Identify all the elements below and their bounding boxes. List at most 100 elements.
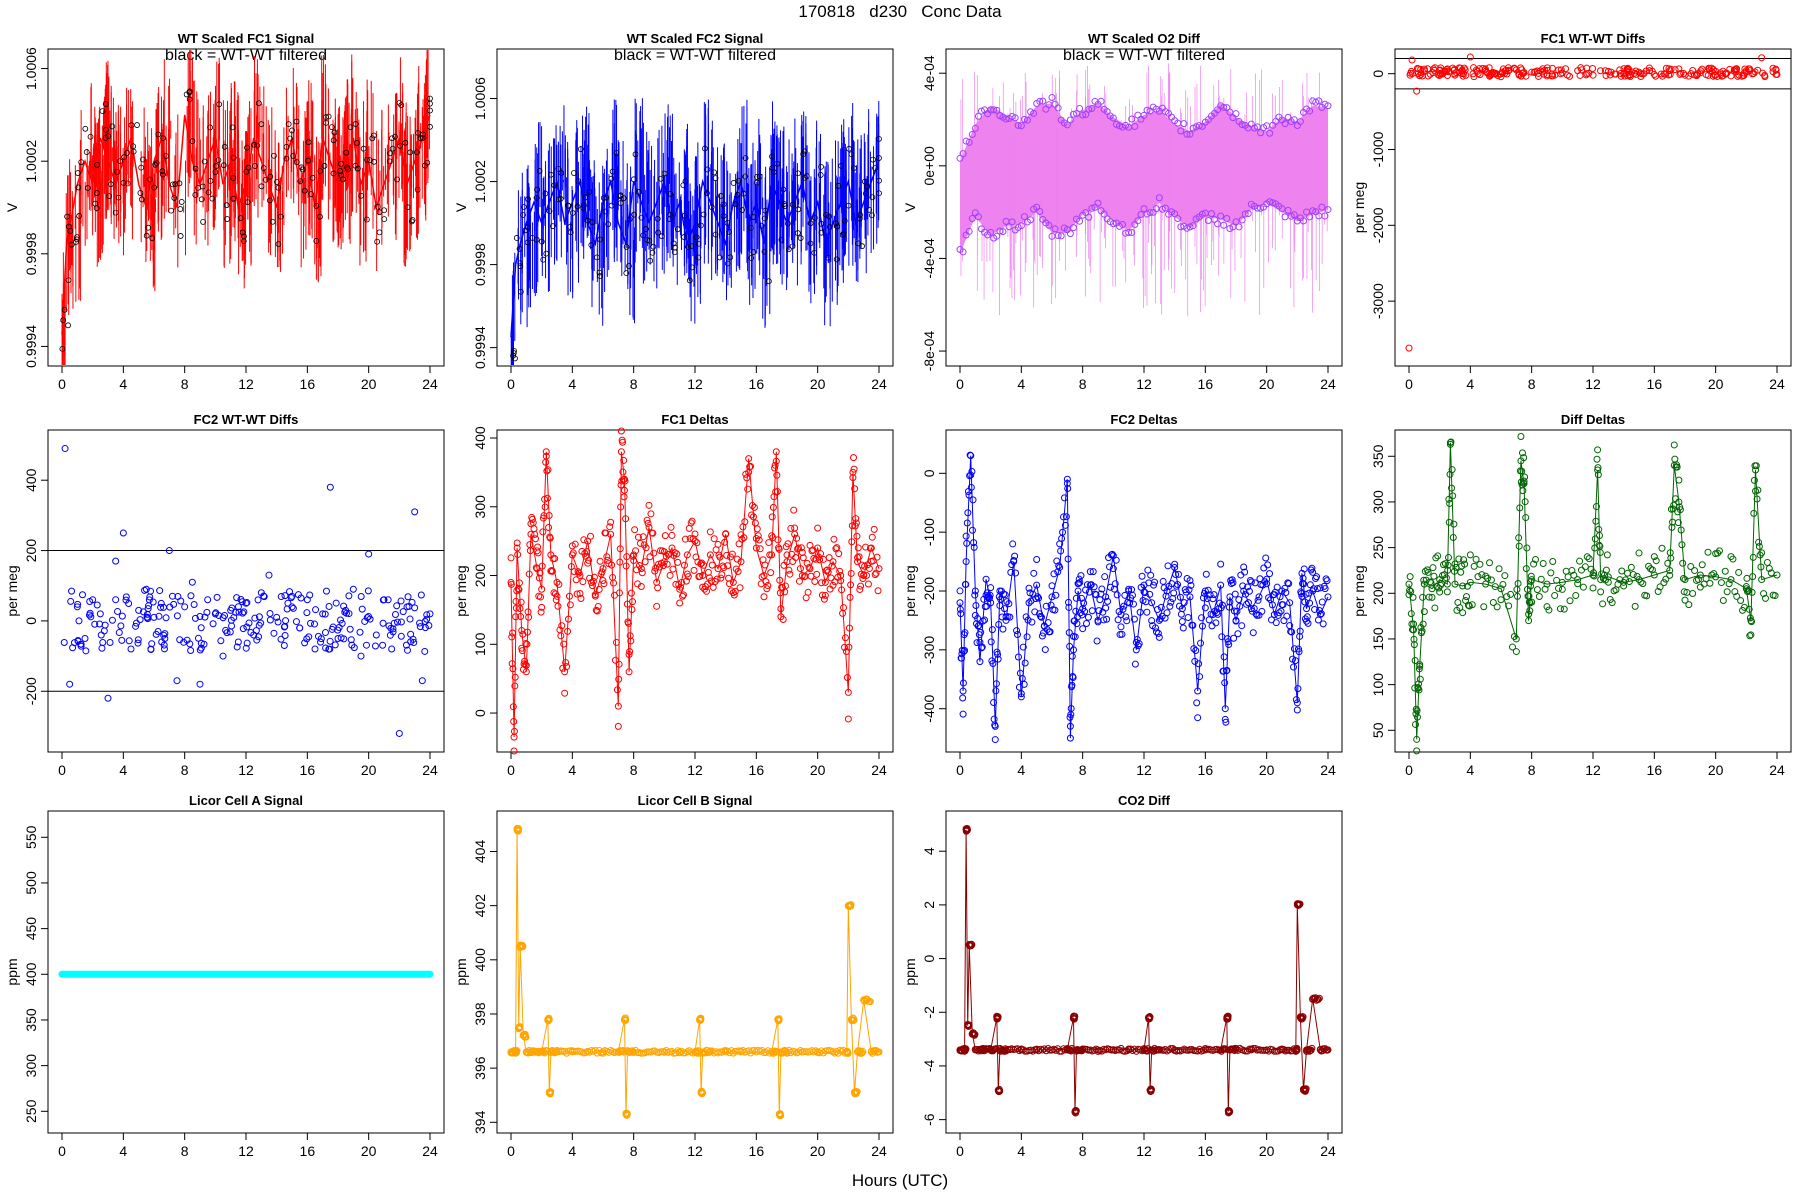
series-point [1689, 590, 1697, 598]
filtered-point [230, 154, 237, 161]
x-tick-label: 12 [687, 376, 703, 392]
upper-point [1290, 116, 1298, 124]
filtered-point [802, 174, 808, 181]
x-tick-label: 0 [58, 376, 66, 392]
lower-point [1036, 207, 1044, 215]
plot-frame [1394, 48, 1792, 367]
series-point [1178, 618, 1186, 626]
filtered-point [748, 224, 754, 231]
filtered-point [605, 221, 612, 228]
series-point [767, 569, 775, 577]
scatter-point [1761, 71, 1769, 79]
series-point [1457, 568, 1465, 576]
filtered-point [215, 157, 222, 164]
series-point [1551, 592, 1559, 600]
series-point [736, 584, 744, 592]
series-point [1436, 588, 1444, 596]
lower-point [1217, 212, 1225, 220]
series-point [726, 580, 733, 588]
y-tick-label: 100 [1370, 673, 1386, 697]
lower-point [1198, 210, 1206, 218]
filtered-point [93, 190, 100, 196]
series-point [1495, 565, 1503, 573]
filtered-point [244, 199, 251, 206]
filtered-point [112, 209, 119, 216]
series-point [1431, 604, 1439, 612]
panel-fc1-wtwt: FC1 WT-WT Diffs 0 4 8 12 16 20 24 -3000 -2000 -100… [1351, 31, 1792, 392]
filtered-point [370, 132, 377, 139]
lower-point [1140, 205, 1148, 213]
filtered-point [65, 277, 72, 284]
scatter-point [173, 612, 181, 620]
filtered-point [313, 238, 320, 244]
lower-point [1235, 223, 1243, 231]
filtered-point [260, 165, 267, 171]
filtered-point [845, 202, 852, 209]
x-tick-label: 20 [361, 762, 377, 778]
upper-point [1232, 110, 1240, 118]
series-point [1459, 609, 1467, 617]
lower-point [1125, 228, 1133, 236]
filtered-point [402, 139, 409, 146]
filtered-point [68, 241, 75, 248]
filtered-point [230, 175, 237, 181]
scatter-point [1539, 65, 1547, 73]
series-point [1599, 600, 1607, 608]
scatter-point [379, 641, 387, 649]
y-tick-label: -400 [921, 694, 937, 722]
filtered-point [245, 164, 252, 171]
filtered-point [397, 143, 403, 149]
filtered-point [224, 216, 231, 222]
scatter-point [393, 602, 401, 610]
filtered-point [83, 149, 90, 155]
upper-point [1002, 115, 1010, 123]
filtered-point [386, 158, 393, 165]
series-point [1323, 577, 1331, 585]
x-tick-label: 0 [956, 376, 964, 392]
filtered-point [685, 243, 692, 250]
series-point [1220, 653, 1228, 661]
filtered-point [287, 135, 293, 142]
lower-point [1244, 210, 1252, 218]
filtered-point [521, 204, 527, 210]
filtered-point [812, 214, 818, 221]
lower-point [1155, 194, 1163, 202]
data-point [188, 578, 196, 586]
x-tick-label: 24 [1320, 376, 1336, 392]
upper-point [1131, 122, 1139, 130]
filtered-point [520, 212, 526, 218]
scatter-point [289, 604, 297, 612]
plot-title: Licor Cell B Signal [638, 793, 753, 808]
filtered-point [313, 203, 320, 209]
filtered-point [720, 201, 727, 208]
filtered-point [704, 166, 711, 173]
series-point [990, 715, 998, 723]
data-point [372, 631, 380, 639]
filtered-point [73, 236, 80, 243]
scatter-point [357, 592, 365, 600]
scatter-point [106, 639, 114, 647]
filtered-point [861, 178, 868, 185]
data-point [112, 557, 120, 565]
scatter-point [108, 616, 116, 624]
y-axis-label: per meg [453, 565, 469, 616]
scatter-point [118, 636, 126, 644]
series-point [636, 539, 644, 547]
y-tick-label: 350 [1370, 444, 1386, 468]
filtered-point [115, 194, 122, 201]
filtered-point [169, 181, 176, 188]
series-point [1470, 562, 1478, 570]
lower-point [1020, 213, 1028, 221]
y-tick-label: 150 [1370, 627, 1386, 651]
series-point [988, 626, 996, 634]
filtered-point [818, 163, 824, 170]
series-point [991, 736, 999, 744]
filtered-point [613, 150, 620, 156]
filtered-point [258, 183, 265, 190]
series-point [579, 578, 587, 586]
filtered-point [630, 176, 637, 183]
scatter-point [141, 586, 149, 594]
lower-point [1284, 206, 1292, 214]
filtered-point [765, 278, 772, 285]
upper-point [971, 124, 979, 132]
